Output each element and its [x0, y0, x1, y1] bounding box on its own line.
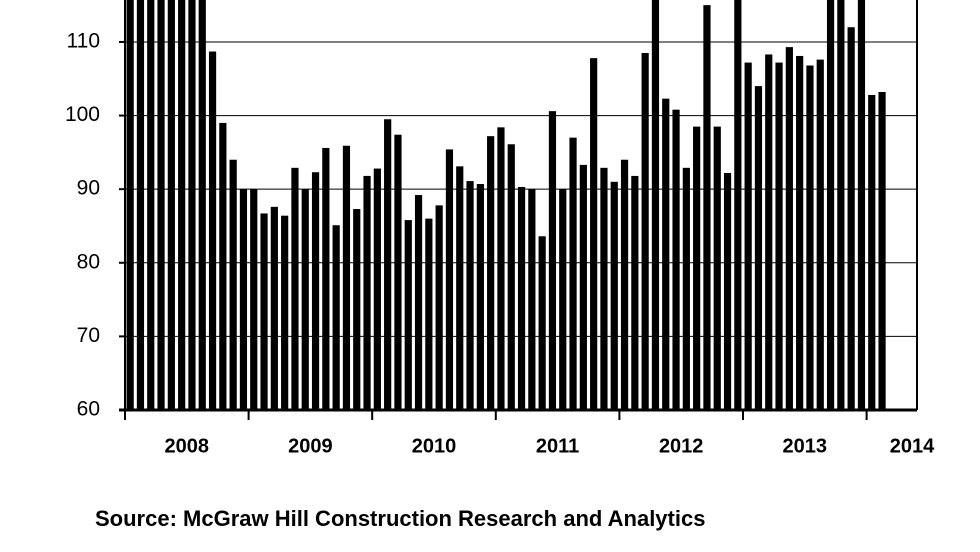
bar [445, 149, 454, 410]
bar [332, 225, 340, 410]
y-tick-label: 80 [77, 250, 100, 273]
bar [167, 0, 175, 410]
bar [806, 65, 814, 410]
bar [590, 58, 598, 410]
bar [837, 0, 845, 410]
bar [466, 181, 474, 410]
bar [147, 0, 155, 410]
bar [507, 144, 515, 410]
bar [260, 213, 268, 410]
bar [734, 0, 742, 410]
bar [682, 167, 690, 410]
x-tick-label: 2011 [536, 435, 579, 457]
bar [157, 0, 165, 410]
bar [311, 172, 320, 410]
bar [744, 62, 752, 410]
bar [208, 51, 217, 410]
bar [641, 52, 649, 410]
bar [765, 54, 773, 410]
y-tick-label: 90 [77, 177, 100, 200]
bar [662, 98, 670, 410]
y-tick-label: 100 [65, 103, 100, 126]
x-tick-label: 2013 [783, 435, 828, 457]
bar [414, 195, 423, 410]
x-tick-label: 2010 [412, 435, 457, 457]
bar [250, 189, 258, 410]
bar [291, 167, 299, 410]
bar [353, 209, 361, 410]
bar [857, 0, 866, 410]
bar [579, 164, 587, 410]
bar [301, 189, 309, 410]
bar [239, 189, 248, 410]
bar [754, 86, 763, 410]
bar [384, 119, 392, 410]
bar [775, 62, 783, 410]
x-tick-label: 2014 [890, 435, 935, 457]
bar [785, 47, 793, 410]
bar [363, 175, 371, 410]
bars [126, 0, 886, 410]
bar [703, 5, 711, 410]
bar [693, 126, 701, 410]
bar [126, 0, 134, 410]
bar [538, 236, 546, 410]
bar [136, 0, 145, 410]
bar [487, 136, 495, 410]
bar [198, 0, 206, 410]
bar [219, 122, 227, 410]
bar [723, 172, 732, 410]
bar [796, 55, 804, 410]
bar [188, 0, 196, 410]
bar [559, 189, 567, 410]
bar [713, 126, 721, 410]
bar [435, 205, 443, 410]
bar [342, 145, 351, 410]
bar [456, 166, 464, 410]
y-tick-label: 110 [67, 30, 100, 53]
bar [270, 206, 278, 410]
bar [322, 147, 330, 410]
y-tick-label: 70 [77, 324, 100, 347]
bar [476, 184, 484, 410]
bar [281, 215, 289, 410]
bar [672, 109, 680, 410]
bar [178, 0, 186, 410]
bar [404, 220, 412, 410]
bar [826, 0, 835, 410]
bar [600, 167, 608, 410]
bar [631, 175, 639, 410]
source-note: Source: McGraw Hill Construction Researc… [95, 506, 705, 531]
bar [651, 0, 660, 410]
bar [868, 94, 876, 410]
bar [620, 159, 629, 410]
bar [497, 127, 505, 410]
bar [517, 186, 526, 410]
x-tick-label: 2008 [165, 435, 210, 457]
bar [394, 134, 402, 410]
bar [373, 168, 381, 410]
y-tick-label: 60 [77, 398, 100, 421]
x-tick-label: 2012 [659, 435, 704, 457]
bar [425, 218, 433, 410]
bar [569, 137, 577, 410]
x-tick-label: 2009 [288, 435, 333, 457]
bar [878, 92, 886, 410]
bar [229, 159, 237, 410]
bar [816, 59, 824, 410]
bar [528, 189, 536, 410]
bar [548, 111, 557, 410]
bar [847, 27, 855, 410]
bar [610, 181, 618, 410]
